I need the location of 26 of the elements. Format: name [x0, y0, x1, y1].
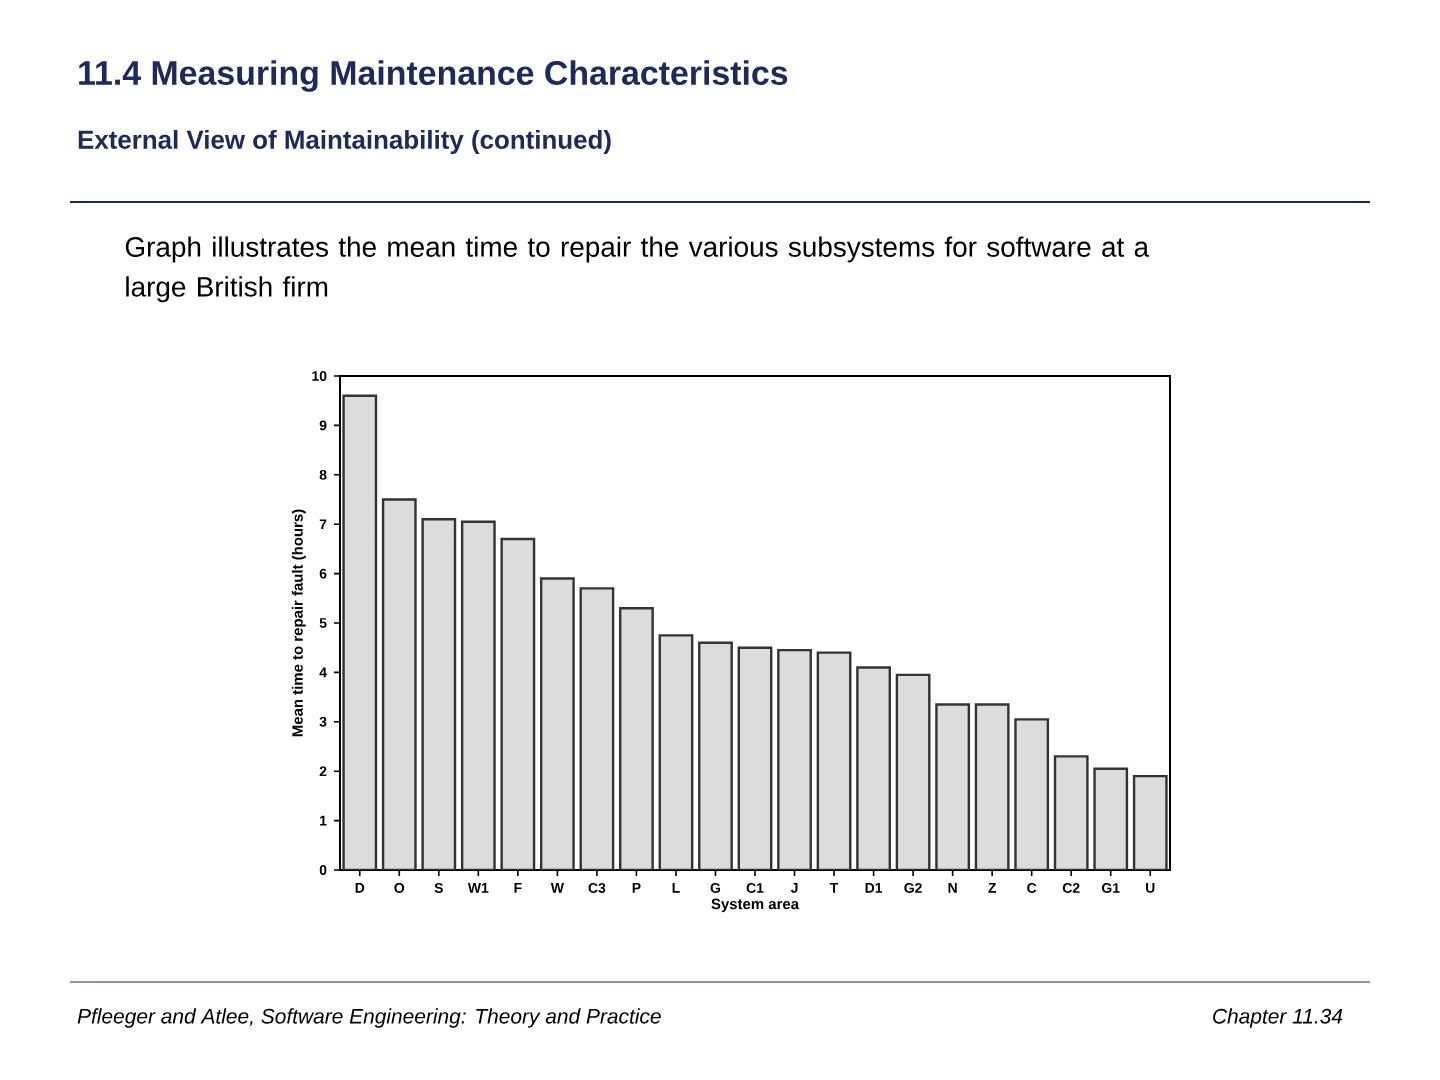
bar: [580, 588, 614, 870]
bar: [738, 647, 772, 870]
bar: [699, 642, 732, 870]
text: Chapter 11.34: [1213, 1008, 1343, 1028]
bar: [1094, 768, 1127, 870]
bar: [383, 499, 416, 870]
bar: [778, 650, 811, 870]
bar: [936, 704, 969, 870]
text: Pfleeger and Atlee, Software Engineering: Theory and Practice: [77, 1008, 661, 1028]
bar: [422, 519, 456, 870]
bar: [1054, 756, 1088, 870]
bar: [620, 608, 653, 870]
bar: [343, 395, 376, 870]
bar: [975, 704, 1009, 870]
bar: [659, 635, 693, 870]
bar: [896, 674, 930, 870]
bar: [501, 539, 535, 870]
bar: [541, 578, 574, 870]
bar: [1132, 774, 1168, 870]
bar: [462, 521, 495, 870]
bar: [857, 667, 890, 870]
bar: [817, 652, 851, 870]
chart-title: 11.4 Measuring Maintenance Characteristics: [79, 60, 788, 92]
bar: [1015, 719, 1048, 870]
text: Graph illustrates the mean time to repair the various subsystems for software at a large British firm: [125, 236, 1150, 303]
chart-subtitle: External View of Maintainability (continued): [78, 129, 611, 155]
